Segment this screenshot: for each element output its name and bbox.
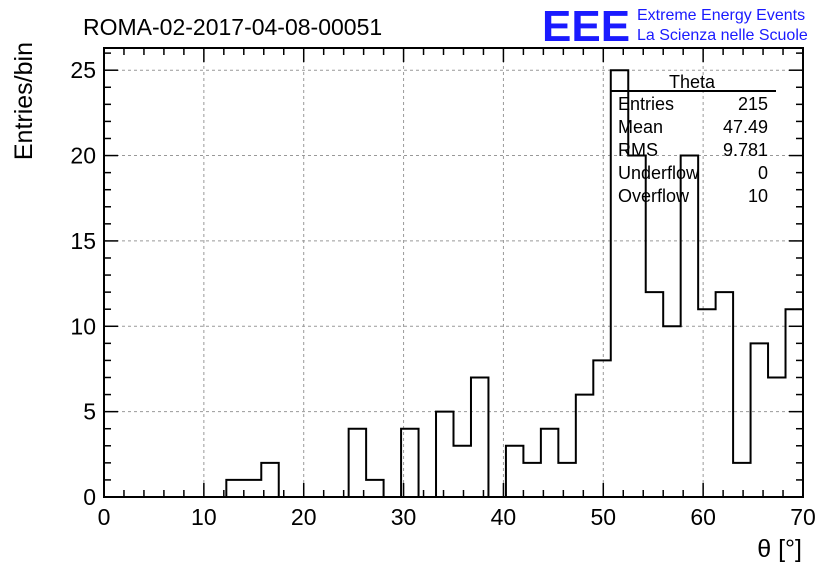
tick-labels: 0 10 20 30 40 50 60 70 0 5 10 15 20 25 bbox=[70, 57, 815, 530]
y-tick-label: 5 bbox=[83, 399, 96, 425]
histogram-bin bbox=[349, 429, 366, 497]
eee-logo: EEE Extreme Energy Events La Scienza nel… bbox=[542, 2, 808, 51]
x-tick-label: 40 bbox=[491, 504, 517, 530]
x-tick-label: 10 bbox=[191, 504, 217, 530]
histogram-bin bbox=[646, 292, 663, 497]
x-tick-label: 20 bbox=[291, 504, 317, 530]
histogram-bin bbox=[751, 343, 768, 497]
histogram-bin bbox=[226, 480, 243, 497]
axes bbox=[103, 47, 804, 498]
logo-line2: La Scienza nelle Scuole bbox=[637, 27, 808, 44]
x-tick-label: 50 bbox=[590, 504, 616, 530]
stats-label: RMS bbox=[618, 140, 658, 160]
y-tick-label: 25 bbox=[70, 57, 96, 83]
chart-title: ROMA-02-2017-04-08-00051 bbox=[83, 14, 382, 40]
stats-rows: Entries 215 Mean 47.49 RMS 9.781 Underflow 0 Ove… bbox=[618, 94, 768, 206]
x-tick-label: 60 bbox=[690, 504, 716, 530]
histogram-bin bbox=[663, 326, 680, 497]
logo-mark: EEE bbox=[542, 2, 630, 51]
histogram-bin bbox=[558, 463, 575, 497]
logo-line1: Extreme Energy Events bbox=[637, 7, 805, 24]
histogram-bin bbox=[366, 480, 383, 497]
histogram-bin bbox=[506, 446, 523, 497]
stats-label: Entries bbox=[618, 94, 674, 114]
x-tick-label: 30 bbox=[391, 504, 417, 530]
x-axis-label: θ [°] bbox=[757, 535, 802, 563]
y-tick-label: 20 bbox=[70, 143, 96, 169]
stats-value: 47.49 bbox=[723, 117, 768, 137]
stats-value: 10 bbox=[748, 186, 768, 206]
stats-row: Underflow 0 bbox=[618, 163, 768, 183]
histogram-bin bbox=[716, 292, 733, 497]
histogram-bin bbox=[593, 360, 610, 497]
histogram-bin bbox=[681, 156, 698, 497]
y-tick-label: 0 bbox=[83, 484, 96, 510]
histogram-bin bbox=[576, 395, 593, 497]
histogram-bin bbox=[733, 463, 750, 497]
histogram-bin bbox=[523, 463, 540, 497]
stats-row: Mean 47.49 bbox=[618, 117, 768, 137]
histogram-bin bbox=[436, 412, 453, 497]
stats-label: Underflow bbox=[618, 163, 700, 183]
histogram-bin bbox=[471, 377, 488, 497]
stats-label: Mean bbox=[618, 117, 663, 137]
y-tick-label: 10 bbox=[70, 313, 96, 339]
histogram-bin bbox=[454, 446, 471, 497]
y-tick-label: 15 bbox=[70, 228, 96, 254]
histogram-bin bbox=[628, 156, 645, 497]
histogram-bin bbox=[786, 309, 803, 497]
stats-row: RMS 9.781 bbox=[618, 140, 768, 160]
x-tick-label: 0 bbox=[98, 504, 111, 530]
stats-box-title: Theta bbox=[669, 72, 716, 92]
histogram-bin bbox=[244, 480, 261, 497]
stats-row: Overflow 10 bbox=[618, 186, 768, 206]
histogram-bin bbox=[541, 429, 558, 497]
stats-value: 215 bbox=[738, 94, 768, 114]
stats-value: 9.781 bbox=[723, 140, 768, 160]
histogram-bin bbox=[698, 309, 715, 497]
plot-frame bbox=[103, 47, 804, 498]
histogram-series bbox=[104, 69, 804, 498]
histogram-bin bbox=[768, 377, 785, 497]
stats-value: 0 bbox=[758, 163, 768, 183]
stats-box: Theta Entries 215 Mean 47.49 RMS 9.781 Underfl… bbox=[610, 72, 776, 206]
y-axis-label: Entries/bin bbox=[10, 42, 38, 160]
stats-row: Entries 215 bbox=[618, 94, 768, 114]
x-tick-label: 70 bbox=[790, 504, 816, 530]
stats-label: Overflow bbox=[618, 186, 690, 206]
histogram-outline bbox=[104, 69, 804, 498]
